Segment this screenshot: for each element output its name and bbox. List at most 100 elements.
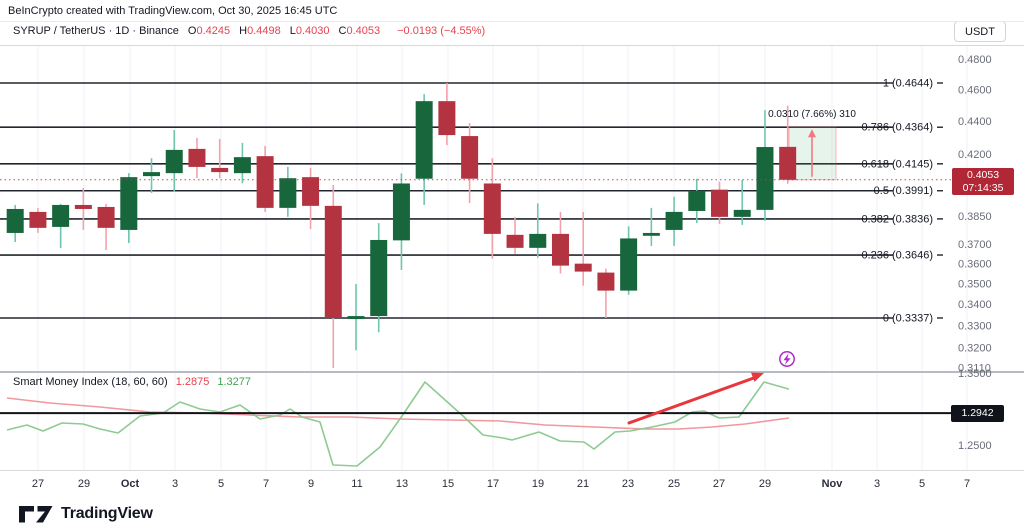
candle-oct-23[interactable] <box>620 226 638 295</box>
candle-oct-8[interactable] <box>279 166 297 217</box>
candle-body <box>74 204 92 209</box>
candle-oct-1[interactable] <box>120 173 138 244</box>
time-label-9[interactable]: 9 <box>308 478 314 490</box>
candle-body <box>324 205 342 318</box>
time-label-29[interactable]: 29 <box>759 478 771 490</box>
candle-oct-11[interactable] <box>347 284 365 351</box>
candle-oct-22[interactable] <box>597 268 615 318</box>
tradingview-logo-text: TradingView <box>61 505 153 522</box>
candle-oct-27[interactable] <box>711 181 729 224</box>
ohlc-values: O0.4245 H0.4498 L0.4030 C0.4053 <box>188 25 388 37</box>
fib-label-0.236: 0.236 (0.3646) <box>861 250 933 262</box>
candle-sep-30[interactable] <box>97 203 115 250</box>
candle-oct-30[interactable] <box>779 105 797 184</box>
time-label-19[interactable]: 19 <box>532 478 544 490</box>
candle-body <box>597 272 615 291</box>
candle-oct-29[interactable] <box>756 110 774 221</box>
candle-body <box>642 232 660 236</box>
ohlc-l: L0.4030 <box>289 25 330 37</box>
candle-oct-25[interactable] <box>665 196 683 246</box>
candle-oct-2[interactable] <box>143 158 161 193</box>
candle-oct-24[interactable] <box>642 207 660 246</box>
indicator-value-green: 1.3277 <box>217 376 251 388</box>
candle-oct-12[interactable] <box>370 223 388 333</box>
price-tick-0.3200: 0.3200 <box>958 342 992 354</box>
candle-body <box>620 238 638 291</box>
smi-red-line[interactable] <box>6 397 790 430</box>
candle-body <box>29 211 47 228</box>
candle-body <box>529 233 547 248</box>
time-label-3[interactable]: 3 <box>874 478 880 490</box>
time-label-Nov[interactable]: Nov <box>822 478 844 490</box>
price-change: −0.0193 (−4.55%) <box>397 25 486 37</box>
time-label-11[interactable]: 11 <box>351 478 362 490</box>
candle-body <box>506 234 524 248</box>
candle-sep-27[interactable] <box>29 207 47 233</box>
candle-oct-26[interactable] <box>688 178 706 223</box>
candle-body <box>779 146 797 180</box>
candle-oct-20[interactable] <box>551 211 569 274</box>
time-label-Oct[interactable]: Oct <box>121 478 140 490</box>
time-label-13[interactable]: 13 <box>396 478 408 490</box>
candle-oct-15[interactable] <box>438 83 456 146</box>
symbol-title[interactable]: SYRUP / TetherUS · 1D · Binance <box>13 25 179 37</box>
candle-oct-28[interactable] <box>733 179 751 225</box>
candle-body <box>347 316 365 320</box>
candle-body <box>574 263 592 272</box>
time-label-27[interactable]: 27 <box>32 478 44 490</box>
time-label-21[interactable]: 21 <box>577 478 589 490</box>
fib-label-0.5: 0.5 (0.3991) <box>874 185 933 197</box>
time-label-5[interactable]: 5 <box>218 478 224 490</box>
candle-sep-26[interactable] <box>6 204 24 243</box>
indicator-title[interactable]: Smart Money Index (18, 60, 60) <box>13 376 168 388</box>
indicator-value-red: 1.2875 <box>175 376 210 388</box>
price-tick-0.4800: 0.4800 <box>958 54 992 66</box>
fib-label-0.618: 0.618 (0.4145) <box>861 158 933 170</box>
watermark-attribution: BeInCrypto created with TradingView.com,… <box>8 5 338 17</box>
candle-oct-18[interactable] <box>506 216 524 254</box>
fib-label-0.382: 0.382 (0.3836) <box>861 213 933 225</box>
trend-arrow[interactable] <box>627 375 758 425</box>
time-label-7[interactable]: 7 <box>263 478 269 490</box>
candle-oct-7[interactable] <box>256 145 274 212</box>
candle-body <box>461 136 479 179</box>
candle-oct-5[interactable] <box>211 138 229 179</box>
candle-oct-6[interactable] <box>233 142 251 184</box>
candle-body <box>711 189 729 217</box>
candle-oct-9[interactable] <box>302 167 320 229</box>
tradingview-logo-icon <box>19 506 53 523</box>
tradingview-logo[interactable]: TradingView <box>18 502 153 526</box>
time-label-29[interactable]: 29 <box>78 478 90 490</box>
fib-label-0: 0 (0.3337) <box>883 312 933 324</box>
candle-oct-19[interactable] <box>529 203 547 258</box>
last-price: 0.4053 <box>966 169 1000 181</box>
time-label-7[interactable]: 7 <box>964 478 970 490</box>
time-label-25[interactable]: 25 <box>668 478 680 490</box>
candle-body <box>143 172 161 177</box>
time-label-15[interactable]: 15 <box>442 478 454 490</box>
price-tick-0.3850: 0.3850 <box>958 211 992 223</box>
candle-body <box>233 157 251 174</box>
time-label-17[interactable]: 17 <box>487 478 499 490</box>
candle-oct-17[interactable] <box>483 158 501 259</box>
time-label-3[interactable]: 3 <box>172 478 178 490</box>
candle-oct-10[interactable] <box>324 184 342 369</box>
candle-oct-13[interactable] <box>392 173 410 271</box>
ohlc-c: C0.4053 <box>338 25 381 37</box>
candle-oct-16[interactable] <box>461 123 479 203</box>
candle-oct-3[interactable] <box>165 129 183 192</box>
candle-sep-29[interactable] <box>74 187 92 230</box>
smi-green-line[interactable] <box>6 381 790 467</box>
candle-sep-28[interactable] <box>52 203 70 249</box>
candle-oct-4[interactable] <box>188 137 206 179</box>
indicator-value-badge: 1.2942 <box>951 405 1004 422</box>
candle-oct-14[interactable] <box>415 94 433 205</box>
time-label-5[interactable]: 5 <box>919 478 925 490</box>
time-label-23[interactable]: 23 <box>622 478 634 490</box>
candle-oct-21[interactable] <box>574 211 592 286</box>
candle-body <box>392 183 410 241</box>
time-label-27[interactable]: 27 <box>713 478 725 490</box>
lightning-bolt-glyph <box>783 353 791 365</box>
